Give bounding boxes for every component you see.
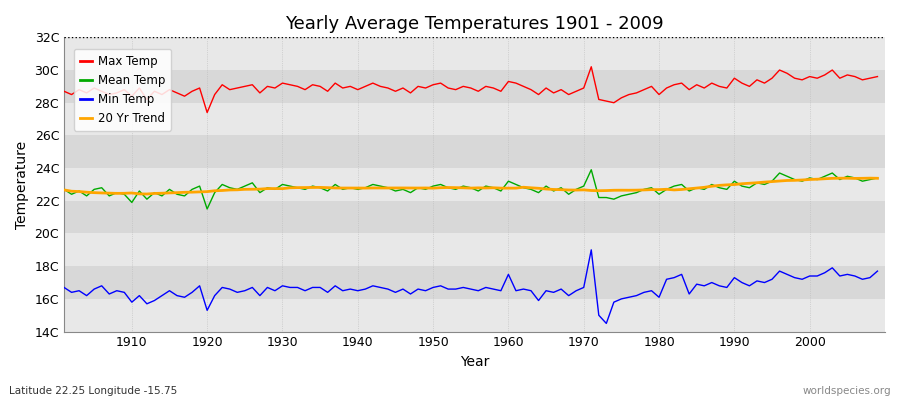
Bar [64, 299, 885, 332]
Text: Latitude 22.25 Longitude -15.75: Latitude 22.25 Longitude -15.75 [9, 386, 177, 396]
Bar [64, 37, 885, 70]
Bar [64, 234, 885, 266]
Text: worldspecies.org: worldspecies.org [803, 386, 891, 396]
Bar [64, 168, 885, 201]
Bar [64, 266, 885, 299]
Title: Yearly Average Temperatures 1901 - 2009: Yearly Average Temperatures 1901 - 2009 [285, 15, 664, 33]
Bar [64, 136, 885, 168]
X-axis label: Year: Year [460, 355, 490, 369]
Bar [64, 70, 885, 103]
Y-axis label: Temperature: Temperature [15, 140, 29, 228]
Bar [64, 201, 885, 234]
Bar [64, 103, 885, 136]
Legend: Max Temp, Mean Temp, Min Temp, 20 Yr Trend: Max Temp, Mean Temp, Min Temp, 20 Yr Tre… [74, 49, 171, 131]
